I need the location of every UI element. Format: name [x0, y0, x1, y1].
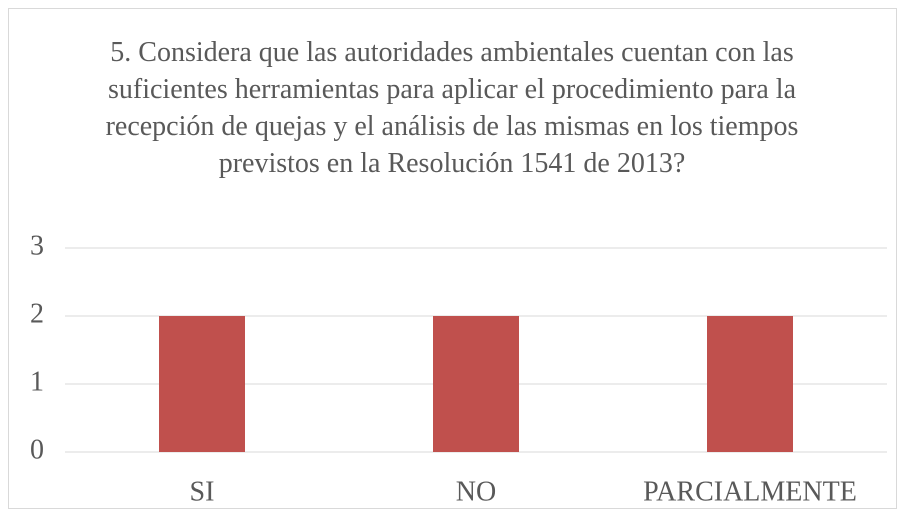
y-tick-label: 1 — [30, 366, 44, 397]
bar — [433, 316, 519, 452]
bar — [707, 316, 793, 452]
y-tick-label: 0 — [30, 434, 44, 465]
chart-border — [8, 8, 897, 509]
x-tick-label: NO — [456, 476, 496, 507]
x-tick-label: SI — [190, 476, 215, 507]
y-tick-label: 2 — [30, 298, 44, 329]
bar — [159, 316, 245, 452]
chart-title: 5. Considera que las autoridades ambient… — [105, 37, 799, 179]
x-tick-label: PARCIALMENTE — [643, 476, 857, 507]
y-tick-label: 3 — [30, 230, 44, 261]
